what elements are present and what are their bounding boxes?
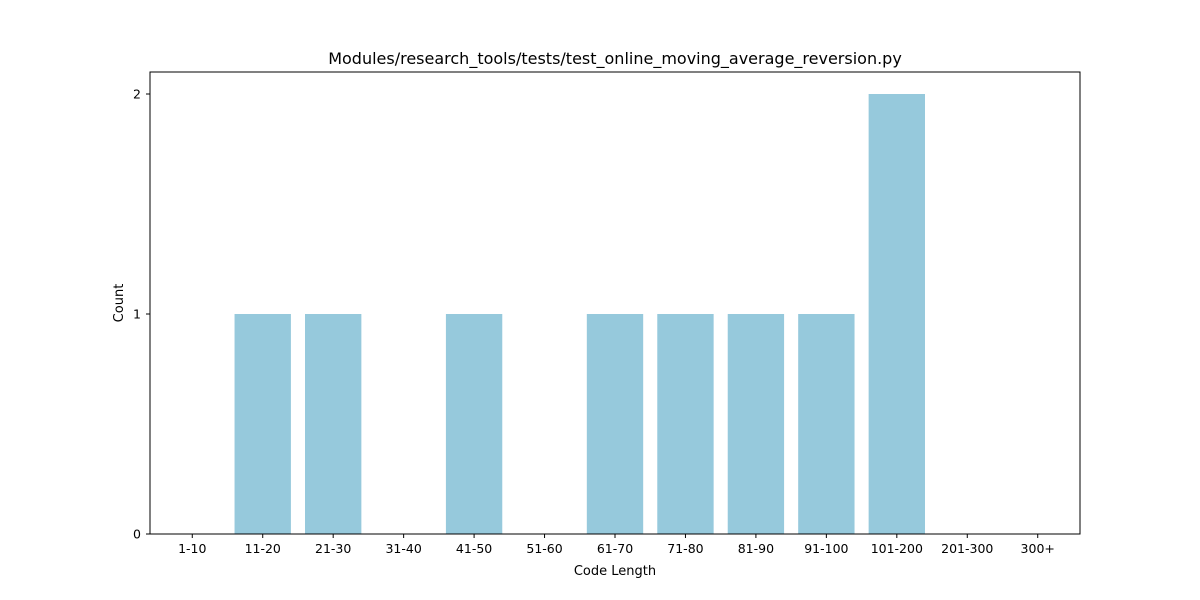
y-tick-label: 0 <box>133 527 141 542</box>
x-tick-label: 51-60 <box>526 541 562 556</box>
x-tick-label: 1-10 <box>178 541 206 556</box>
x-tick-label: 201-300 <box>941 541 993 556</box>
x-tick-label: 300+ <box>1021 541 1055 556</box>
x-tick-label: 31-40 <box>385 541 421 556</box>
y-axis-label: Count <box>112 284 127 323</box>
bar-61-70 <box>586 314 644 534</box>
x-tick-label: 41-50 <box>456 541 492 556</box>
bar-81-90 <box>727 314 785 534</box>
x-tick-label: 91-100 <box>804 541 848 556</box>
x-tick-label: 81-90 <box>738 541 774 556</box>
plot-frame <box>149 71 1081 535</box>
x-tick-label: 61-70 <box>597 541 633 556</box>
bar-41-50 <box>445 314 503 534</box>
x-tick-label: 21-30 <box>315 541 351 556</box>
bar-11-20 <box>234 314 291 534</box>
x-axis-ticks: 1-10 11-20 21-30 31-40 41-50 51-60 61-70 71-80 8… <box>178 534 1055 556</box>
y-tick-label: 2 <box>133 87 141 102</box>
bar-21-30 <box>305 314 362 534</box>
y-tick-label: 1 <box>133 307 141 322</box>
x-axis-label: Code Length <box>574 564 656 579</box>
bar-101-200 <box>868 94 925 534</box>
chart-title: Modules/research_tools/tests/test_online… <box>328 49 902 69</box>
y-axis-ticks: 0 1 2 <box>133 87 150 542</box>
bar-91-100 <box>798 314 855 534</box>
x-tick-label: 71-80 <box>667 541 703 556</box>
x-tick-label: 11-20 <box>245 541 281 556</box>
x-tick-label: 101-200 <box>871 541 923 556</box>
bar-71-80 <box>657 314 714 534</box>
bars-group <box>234 94 925 534</box>
